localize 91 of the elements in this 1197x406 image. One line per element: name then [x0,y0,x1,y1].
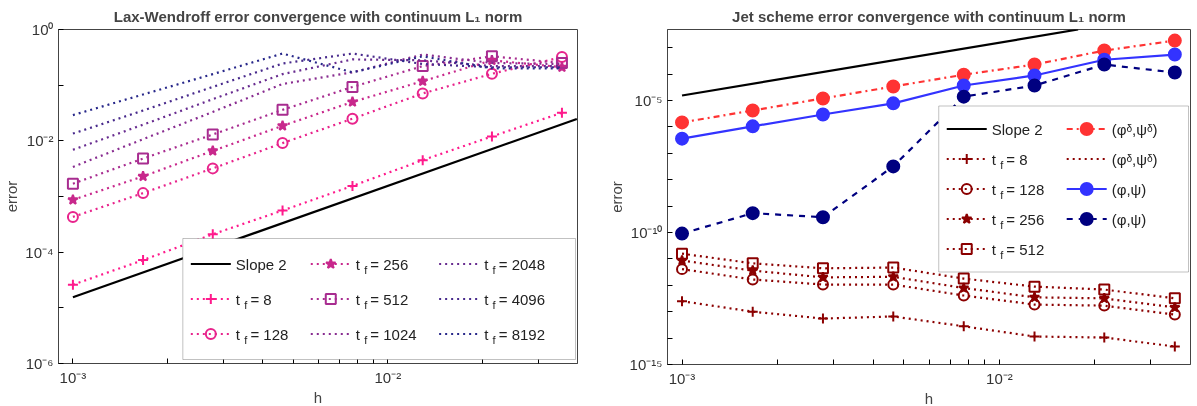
x-tick-label: 10⁻³ [668,369,696,387]
point [815,210,830,225]
point [675,226,690,241]
point [1098,299,1111,312]
legend-label: (φ,ψ) [1111,180,1147,198]
point [1028,280,1041,293]
legend-label: tf = 8192 [484,325,545,346]
point [957,289,970,302]
legend-label: (φᵟ,ψᵟ) [1111,120,1158,138]
point [66,278,79,291]
x-tick-label: 10⁻³ [59,368,87,386]
point [745,119,760,134]
y-tick-label: 10⁻⁴ [25,243,54,261]
y-tick-label: 10⁰ [31,21,54,38]
point [346,112,359,125]
point [745,103,760,118]
point [816,262,829,275]
point [276,103,289,116]
point [887,278,900,291]
point [555,57,568,70]
point [957,282,970,294]
point [276,119,289,131]
chart-title: Lax-Wendroff error convergence with continuum L₁ norm [113,7,523,25]
point [416,154,429,167]
point [1167,33,1182,48]
legend-label: tf = 2048 [484,255,545,276]
point [137,187,150,200]
y-axis-title: error [3,180,21,213]
point [66,210,79,223]
legend-label: Slope 2 [235,255,287,273]
x-axis-title: h [924,389,934,406]
point [346,80,359,93]
x-tick-label: 10⁻² [374,368,402,386]
legend-label: tf = 4096 [484,290,545,311]
point [207,144,219,156]
point [346,95,359,107]
point [1028,291,1041,303]
point [416,75,429,87]
chart-title: Jet scheme error convergence with continuum L₁ norm [732,7,1126,25]
point [815,91,830,106]
point [416,60,429,73]
point [485,50,498,63]
point [206,128,219,141]
point [276,137,289,150]
y-tick-label: 10⁻⁵ [634,92,663,110]
point [887,261,900,274]
point [1168,308,1181,321]
point [485,67,498,80]
point [675,115,690,130]
y-tick-label: 10⁻² [26,132,54,150]
point [886,79,901,94]
point [815,107,830,122]
point [1027,78,1042,93]
point [555,106,568,119]
point [1097,57,1112,72]
point [745,206,760,221]
point [886,96,901,111]
point [555,51,568,64]
point [676,263,689,276]
point [416,87,429,100]
legend-label: (φ,ψ) [1111,210,1147,228]
point [137,152,150,165]
y-tick-label: 10⁻¹⁵ [629,356,663,373]
point [485,130,498,143]
x-tick-label: 10⁻² [986,369,1013,387]
legend-label: Slope 2 [991,120,1043,138]
point [66,177,79,190]
point [675,131,690,146]
point [676,247,689,260]
point [1168,292,1181,305]
point [206,162,219,175]
y-tick-label: 10⁻⁶ [25,355,54,372]
point [957,272,970,285]
point [887,270,900,282]
point [67,193,79,205]
point [1028,298,1041,311]
point [1167,65,1182,80]
x-axis-title: h [313,388,323,406]
y-axis-title: error [607,181,625,213]
point [816,278,829,291]
point [276,204,289,217]
legend-label: (φᵟ,ψᵟ) [1111,150,1158,168]
point [1098,283,1111,296]
point [956,78,971,93]
point [1167,47,1182,62]
point [956,89,971,104]
point [886,159,901,174]
point [746,257,759,270]
point [137,170,149,182]
y-tick-label: 10⁻¹⁰ [630,224,663,242]
point [746,273,759,286]
